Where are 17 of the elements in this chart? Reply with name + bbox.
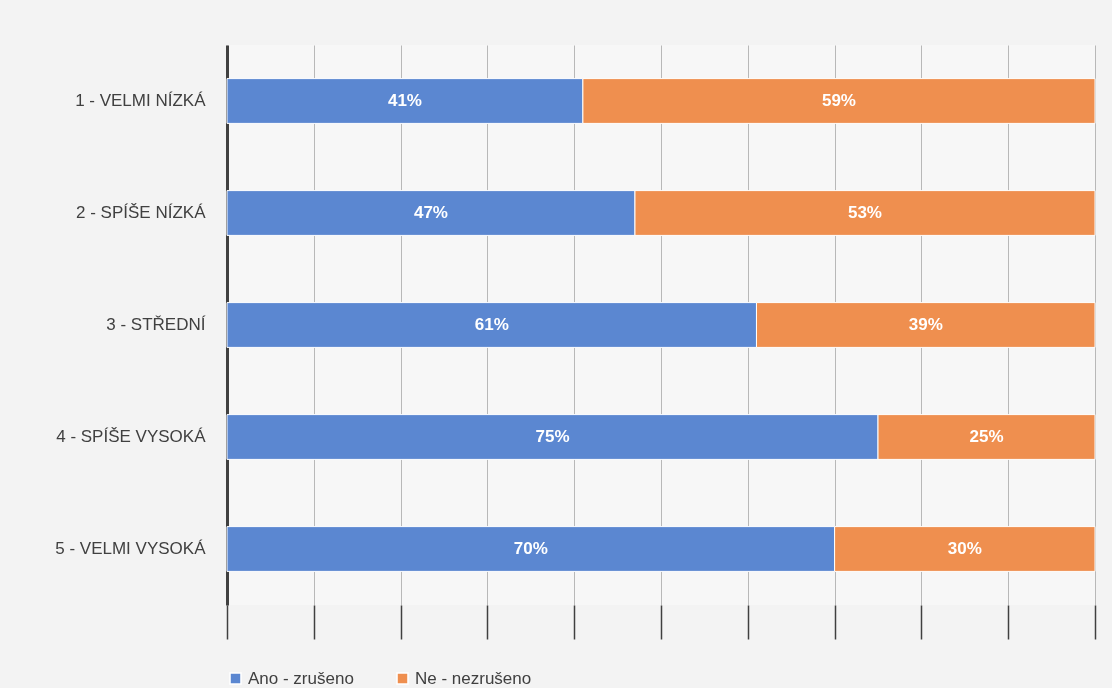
data-label: 30% <box>947 539 982 558</box>
data-label: 25% <box>969 427 1004 446</box>
data-label: 41% <box>387 91 422 110</box>
data-label: 47% <box>413 203 448 222</box>
data-label: 53% <box>847 203 882 222</box>
data-label: 75% <box>535 427 570 446</box>
data-label: 39% <box>908 315 943 334</box>
y-tick-label: 1 - VELMI NÍZKÁ <box>75 91 207 110</box>
data-label: 70% <box>513 539 548 558</box>
legend-label: Ne - nezrušeno <box>415 668 532 688</box>
y-tick-label: 4 - SPÍŠE VYSOKÁ <box>56 427 207 446</box>
y-tick-label: 3 - STŘEDNÍ <box>106 315 206 334</box>
data-label: 61% <box>474 315 509 334</box>
legend-label: Ano - zrušeno <box>248 668 354 688</box>
y-tick-label: 5 - VELMI VYSOKÁ <box>55 539 207 558</box>
y-tick-label: 2 - SPÍŠE NÍZKÁ <box>76 203 207 222</box>
data-label: 59% <box>821 91 856 110</box>
